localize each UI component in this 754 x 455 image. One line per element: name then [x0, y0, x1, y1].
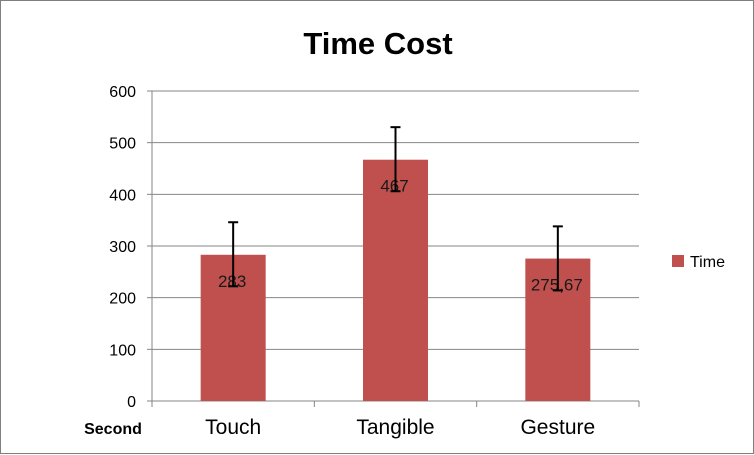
chart-title: Time Cost — [303, 26, 452, 61]
x-tick-label: Tangible — [356, 416, 434, 439]
y-tick-label: 100 — [109, 342, 136, 359]
legend-label-time: Time — [690, 254, 725, 271]
y-tick-label: 500 — [109, 136, 136, 153]
y-tick-label: 600 — [109, 84, 136, 101]
y-tick-label: 400 — [109, 187, 136, 204]
y-axis-unit-label: Second — [84, 421, 142, 438]
error-bars — [228, 126, 563, 292]
y-tick-label: 300 — [109, 239, 136, 256]
bar-tangible — [363, 159, 428, 401]
data-label: 283 — [218, 272, 246, 291]
legend: Time — [672, 254, 725, 271]
x-tick-label: Touch — [205, 416, 261, 439]
bars — [200, 159, 591, 401]
legend-swatch — [672, 255, 684, 267]
x-tick-label: Gesture — [520, 416, 595, 439]
y-tick-label: 200 — [109, 291, 136, 308]
y-tick-label: 0 — [127, 394, 136, 411]
